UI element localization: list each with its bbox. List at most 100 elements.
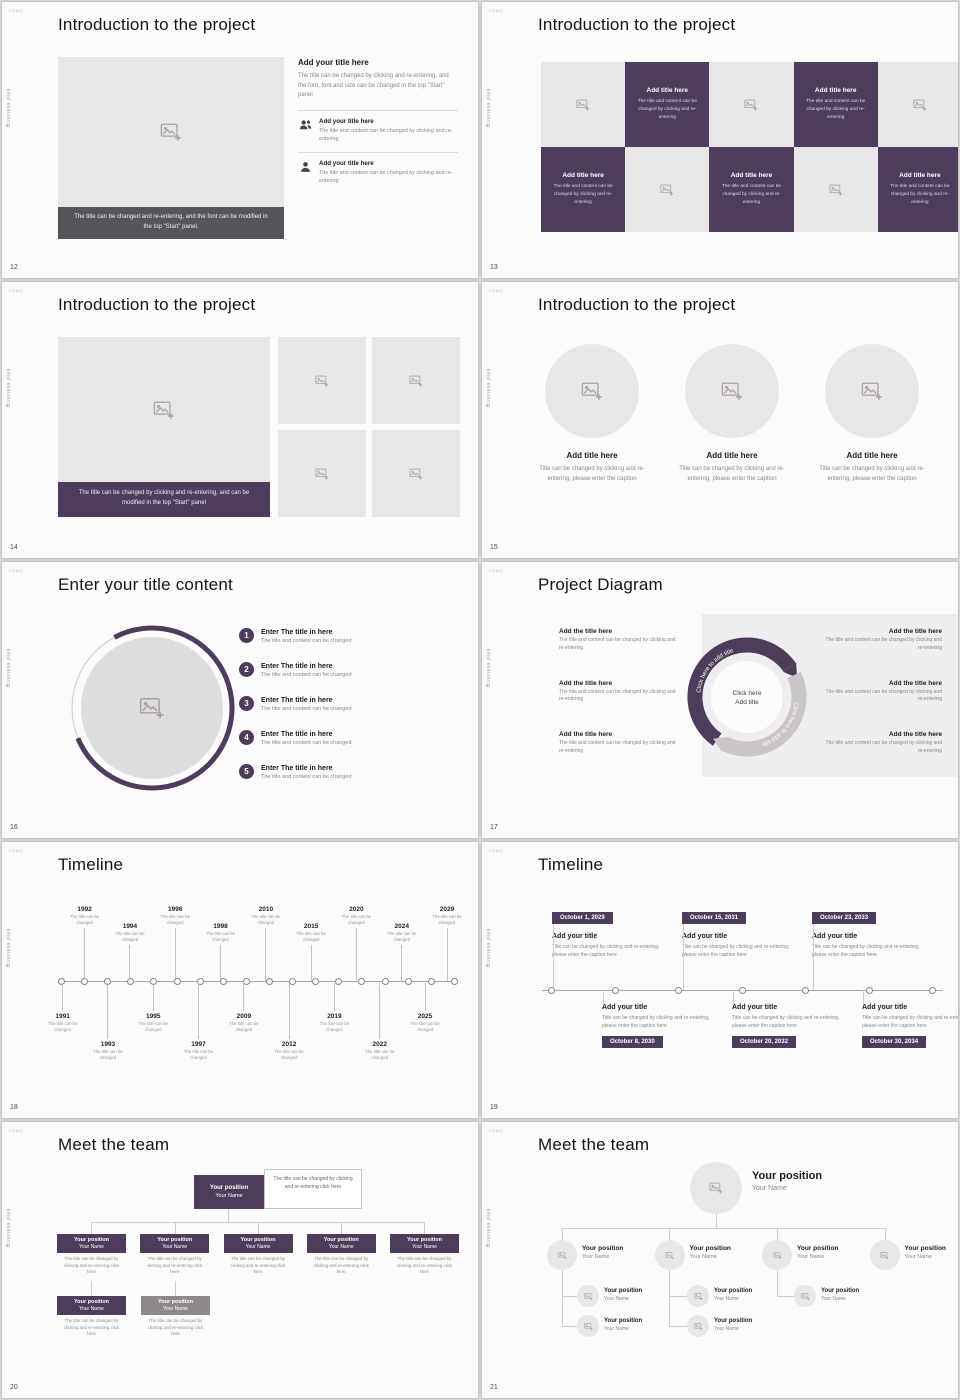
- diagram-item[interactable]: Add the title here The title and content…: [822, 628, 942, 653]
- numbered-item[interactable]: 5 Enter The title in here The title and …: [239, 764, 455, 798]
- avatar[interactable]: [577, 1315, 599, 1337]
- image-placeholder[interactable]: [58, 337, 270, 482]
- avatar[interactable]: [687, 1315, 709, 1337]
- org-member-box[interactable]: Your position Your Name The title can be…: [57, 1296, 126, 1341]
- grid-tile[interactable]: [625, 147, 710, 232]
- grid-tile[interactable]: Add title here The title and content can…: [541, 147, 626, 232]
- slide-15[interactable]: LOGO Business plan 15 Introduction to th…: [482, 282, 958, 558]
- org-member-box[interactable]: Your position Your Name The title can be…: [140, 1234, 210, 1279]
- slide-17[interactable]: LOGO Business plan 17 Project Diagram Ad…: [482, 562, 958, 838]
- date-badge[interactable]: October 23, 2033: [812, 912, 877, 924]
- date-badge[interactable]: October 8, 2030: [602, 1036, 663, 1048]
- diagram-item[interactable]: Add the title here The title and content…: [559, 680, 679, 705]
- grid-tile[interactable]: [709, 62, 794, 147]
- timeline-event[interactable]: 1996 The title can be changed: [153, 906, 198, 981]
- timeline-event[interactable]: 1997 The title can be changed: [176, 983, 221, 1061]
- org-member-box[interactable]: Your position Your Name The title can be…: [57, 1234, 126, 1279]
- image-placeholder[interactable]: [372, 337, 460, 424]
- timeline-event[interactable]: 1992 The title can be changed: [62, 906, 107, 981]
- timeline-event[interactable]: Add your title Title can be changed by c…: [602, 1004, 732, 1048]
- avatar[interactable]: [690, 1162, 742, 1214]
- org-member[interactable]: Your position Your Name: [547, 1240, 655, 1270]
- timeline-event[interactable]: 2029 The title can be changed: [424, 906, 469, 981]
- circle-column[interactable]: Add title here Title can be changed by c…: [522, 344, 662, 485]
- org-member[interactable]: Your position Your Name: [687, 1285, 787, 1307]
- org-member-box[interactable]: Your position Your Name The title can be…: [390, 1234, 459, 1279]
- timeline-event[interactable]: 2019 The title can be changed: [312, 983, 357, 1061]
- timeline-event[interactable]: 2009 The title can be changed: [221, 983, 266, 1061]
- timeline-event[interactable]: 2022 The title can be changed: [357, 983, 402, 1061]
- avatar[interactable]: [547, 1240, 577, 1270]
- slide-19[interactable]: LOGO Business plan 19 Timeline October 1…: [482, 842, 958, 1118]
- feature-item[interactable]: Add your title here The title and conten…: [298, 109, 458, 152]
- slide-21[interactable]: LOGO Business plan 21 Meet the team Your…: [482, 1122, 958, 1398]
- avatar[interactable]: [654, 1240, 685, 1270]
- timeline-event[interactable]: 1995 The title can be changed: [131, 983, 176, 1061]
- slide-14[interactable]: LOGO Business plan 14 Introduction to th…: [2, 282, 478, 558]
- org-member[interactable]: Your position Your Name: [577, 1315, 677, 1337]
- diagram-item[interactable]: Add the title here The title and content…: [822, 731, 942, 756]
- org-member[interactable]: Your position Your Name: [654, 1240, 763, 1270]
- org-root-box[interactable]: Your position Your Name: [194, 1175, 264, 1209]
- timeline-event[interactable]: October 15, 2031 Add your title Title ca…: [682, 906, 812, 959]
- feature-item[interactable]: Add your title here The title and conten…: [298, 151, 458, 194]
- avatar[interactable]: [869, 1240, 900, 1270]
- org-member[interactable]: Your position Your Name: [762, 1240, 870, 1270]
- image-placeholder[interactable]: [825, 344, 919, 438]
- root-note[interactable]: The title can be changed by clicking and…: [264, 1169, 362, 1209]
- slide-18[interactable]: LOGO Business plan 18 Timeline 1992 The …: [2, 842, 478, 1118]
- numbered-item[interactable]: 3 Enter The title in here The title and …: [239, 696, 455, 730]
- org-member-box[interactable]: Your position Your Name The title can be…: [306, 1234, 376, 1279]
- circle-column[interactable]: Add title here Title can be changed by c…: [662, 344, 802, 485]
- timeline-event[interactable]: 2010 The title can be changed: [243, 906, 288, 981]
- image-placeholder[interactable]: [545, 344, 639, 438]
- org-member[interactable]: Your position Your Name: [577, 1285, 677, 1307]
- org-member-box[interactable]: Your position Your Name The title can be…: [223, 1234, 293, 1279]
- org-member[interactable]: Your position Your Name: [794, 1285, 894, 1307]
- slide-20[interactable]: LOGO Business plan 20 Meet the team Your…: [2, 1122, 478, 1398]
- grid-tile[interactable]: [793, 147, 878, 232]
- timeline-event[interactable]: 1994 The title can be changed: [107, 906, 152, 981]
- image-caption[interactable]: The title can be changed and re-entering…: [58, 207, 284, 239]
- date-badge[interactable]: October 30, 2034: [862, 1036, 927, 1048]
- org-member[interactable]: Your position Your Name: [687, 1315, 787, 1337]
- timeline-event[interactable]: October 1, 2029 Add your title Title can…: [552, 906, 682, 959]
- timeline-event[interactable]: 2025 The title can be changed: [402, 983, 447, 1061]
- timeline-event[interactable]: 2012 The title can be changed: [266, 983, 311, 1061]
- slide-12[interactable]: LOGO Business plan 12 Introduction to th…: [2, 2, 478, 278]
- date-badge[interactable]: October 20, 2032: [732, 1036, 797, 1048]
- grid-tile[interactable]: [541, 62, 626, 147]
- section-heading[interactable]: Add your title here: [298, 58, 369, 67]
- date-badge[interactable]: October 1, 2029: [552, 912, 613, 924]
- date-badge[interactable]: October 15, 2031: [682, 912, 747, 924]
- image-placeholder[interactable]: [278, 430, 366, 517]
- numbered-item[interactable]: 1 Enter The title in here The title and …: [239, 628, 455, 662]
- image-placeholder[interactable]: [372, 430, 460, 517]
- timeline-event[interactable]: Add your title Title can be changed by c…: [862, 1004, 958, 1048]
- timeline-event[interactable]: 2024 The title can be changed: [379, 906, 424, 981]
- slide-13[interactable]: LOGO Business plan 13 Introduction to th…: [482, 2, 958, 278]
- circle-column[interactable]: Add title here Title can be changed by c…: [802, 344, 942, 485]
- timeline-event[interactable]: 2015 The title can be changed: [288, 906, 333, 981]
- timeline-event[interactable]: 2020 The title can be changed: [334, 906, 379, 981]
- avatar[interactable]: [762, 1240, 792, 1270]
- avatar[interactable]: [577, 1285, 599, 1307]
- grid-tile[interactable]: Add title here The title and content can…: [625, 62, 710, 147]
- numbered-item[interactable]: 4 Enter The title in here The title and …: [239, 730, 455, 764]
- timeline-event[interactable]: 1991 The title can be changed: [40, 983, 85, 1061]
- org-member[interactable]: Your position Your Name: [869, 1240, 959, 1270]
- timeline-event[interactable]: October 23, 2033 Add your title Title ca…: [812, 906, 942, 959]
- image-caption[interactable]: The title can be changed by clicking and…: [58, 482, 270, 517]
- image-placeholder[interactable]: [685, 344, 779, 438]
- org-member-box[interactable]: Your position Your Name The title can be…: [141, 1296, 210, 1341]
- diagram-item[interactable]: Add the title here The title and content…: [822, 680, 942, 705]
- timeline-event[interactable]: 1993 The title can be changed: [85, 983, 130, 1061]
- grid-tile[interactable]: Add title here The title and content can…: [877, 147, 958, 232]
- circular-arrows-diagram[interactable]: Click here to add title Click here to ad…: [672, 622, 822, 772]
- grid-tile[interactable]: Add title here The title and content can…: [793, 62, 878, 147]
- diagram-item[interactable]: Add the title here The title and content…: [559, 731, 679, 756]
- diagram-item[interactable]: Add the title here The title and content…: [559, 628, 679, 653]
- timeline-event[interactable]: Add your title Title can be changed by c…: [732, 1004, 862, 1048]
- grid-tile[interactable]: [877, 62, 958, 147]
- avatar[interactable]: [794, 1285, 816, 1307]
